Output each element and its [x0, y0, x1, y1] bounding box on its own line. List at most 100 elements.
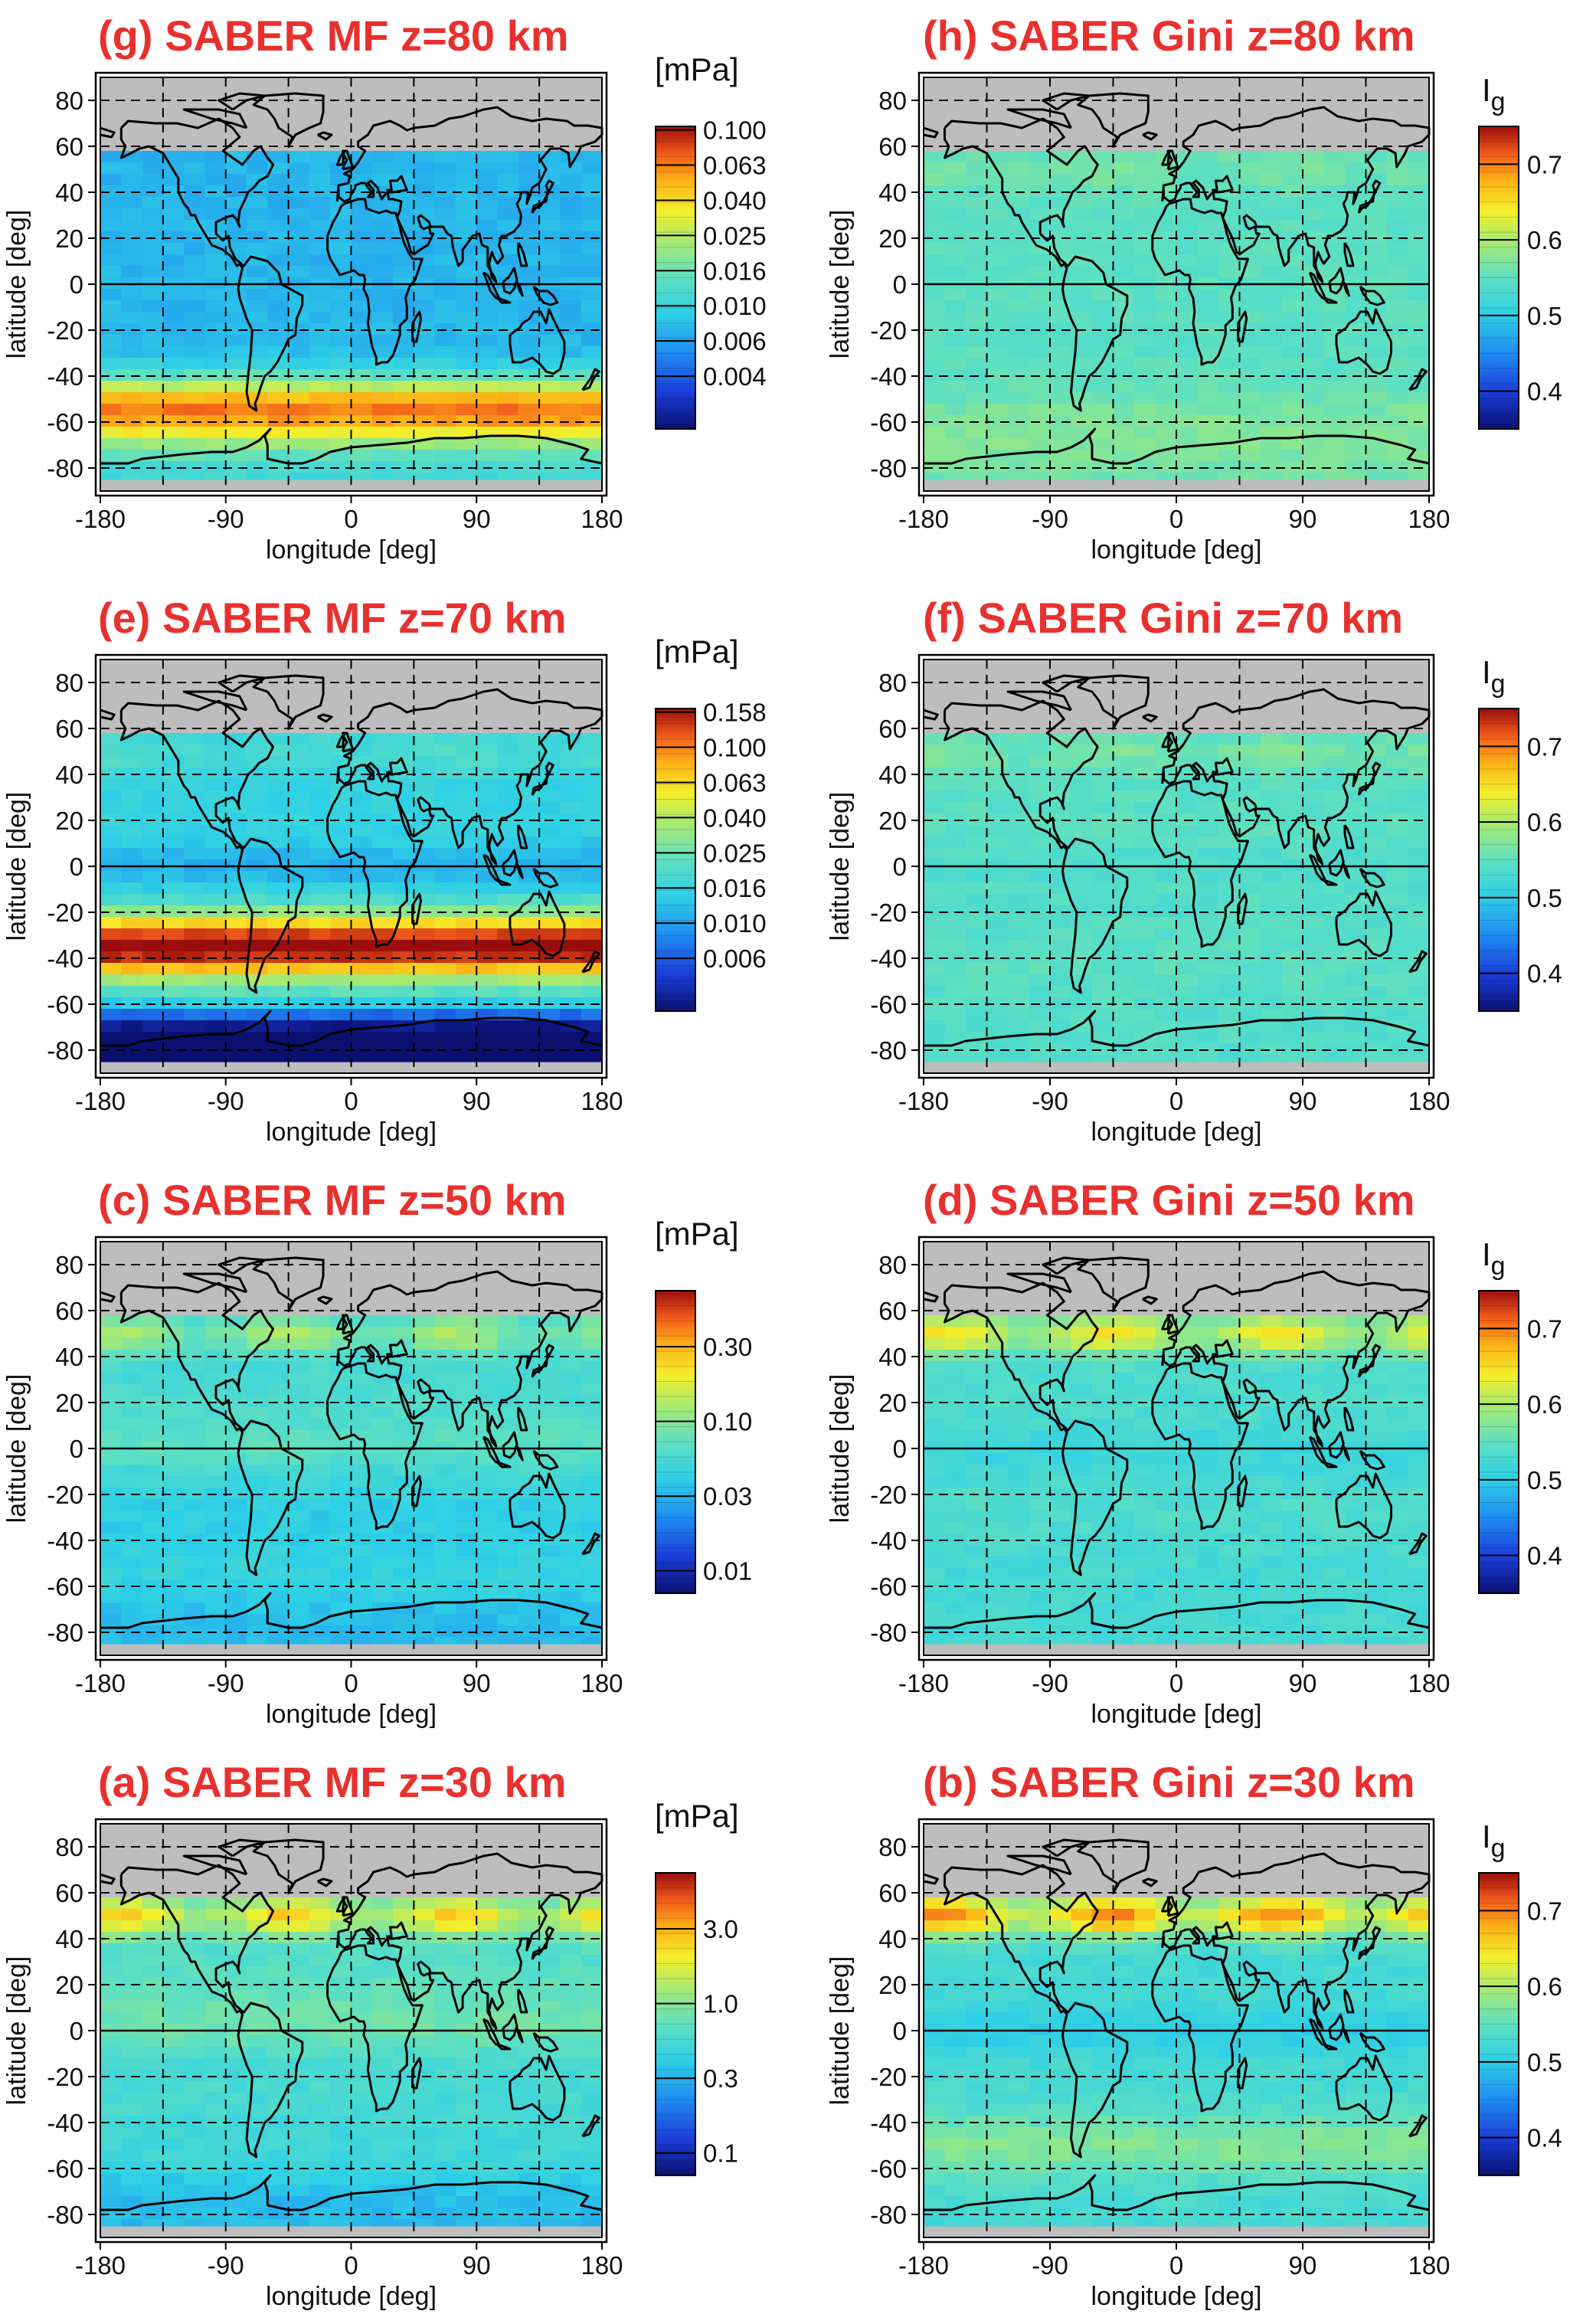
heatmap-cell	[1050, 358, 1072, 370]
heatmap-cell	[560, 254, 582, 267]
heatmap-cell	[1134, 162, 1156, 175]
heatmap-cell	[1092, 1556, 1114, 1569]
y-axis-label: latitude [deg]	[2, 1374, 31, 1524]
heatmap-cell	[1261, 1579, 1283, 1592]
heatmap-cell	[986, 381, 1009, 393]
heatmap-cell	[1176, 940, 1199, 952]
heatmap-cell	[560, 1315, 582, 1327]
colorbar-tick-label: 0.6	[1527, 1390, 1562, 1419]
heatmap-cell	[288, 951, 310, 964]
heatmap-cell	[1113, 963, 1135, 975]
heatmap-cell	[414, 836, 436, 849]
heatmap-cell	[1239, 1315, 1261, 1327]
heatmap-cell	[100, 836, 122, 849]
heatmap-cell	[371, 1407, 394, 1419]
heatmap-cell	[1387, 1625, 1409, 1638]
heatmap-cell	[1176, 825, 1199, 837]
heatmap-cell	[1323, 1032, 1346, 1044]
heatmap-cell	[924, 1568, 946, 1580]
heatmap-cell	[393, 1043, 414, 1056]
heatmap-cell	[1008, 1545, 1030, 1557]
heatmap-cell	[184, 1602, 206, 1615]
heatmap-cell	[330, 1055, 352, 1062]
heatmap-cell	[539, 1009, 561, 1021]
heatmap-cell	[330, 300, 352, 313]
heatmap-cell	[225, 894, 247, 906]
heatmap-cell	[100, 1568, 122, 1580]
heatmap-cell	[1197, 951, 1219, 964]
heatmap-cell	[1387, 1032, 1409, 1044]
heatmap-cell	[518, 963, 540, 975]
heatmap-cell	[1155, 917, 1177, 929]
heatmap-cell	[1176, 951, 1199, 964]
heatmap-cell	[1408, 404, 1430, 416]
heatmap-cell	[1134, 756, 1156, 768]
heatmap-cell	[518, 997, 540, 1010]
heatmap-cell	[1008, 243, 1030, 255]
heatmap-cell	[309, 1897, 331, 1910]
heatmap-cell	[1239, 963, 1261, 975]
heatmap-cell	[1134, 254, 1156, 267]
heatmap-cell	[393, 300, 414, 313]
heatmap-cell	[456, 300, 477, 313]
heatmap-cell	[288, 1602, 310, 1615]
heatmap-cell	[1092, 174, 1114, 186]
heatmap-cell	[966, 882, 988, 895]
heatmap-cell	[309, 1591, 331, 1603]
heatmap-cell	[434, 836, 456, 849]
heatmap-cell	[288, 1545, 310, 1557]
heatmap-cell	[966, 438, 988, 450]
heatmap-cell	[351, 381, 373, 393]
heatmap-cell	[309, 243, 331, 255]
heatmap-cell	[518, 415, 540, 427]
heatmap-cell	[414, 381, 436, 393]
heatmap-cell	[1176, 323, 1199, 336]
heatmap-cell	[330, 1384, 352, 1396]
heatmap-cell	[1303, 185, 1325, 198]
heatmap-cell	[1366, 997, 1388, 1010]
heatmap-cell	[393, 1465, 414, 1477]
heatmap-cell	[267, 1488, 289, 1500]
heatmap-cell	[121, 1579, 143, 1592]
heatmap-cell	[1218, 1327, 1241, 1339]
heatmap-cell	[1050, 208, 1072, 221]
heatmap-cell	[1323, 1602, 1346, 1615]
heatmap-cell	[1050, 1602, 1072, 1615]
heatmap-cell	[371, 928, 394, 941]
heatmap-cell	[1050, 1396, 1072, 1408]
heatmap-cell	[184, 438, 206, 450]
heatmap-cell	[1239, 369, 1261, 381]
heatmap-cell	[924, 358, 946, 370]
heatmap-cell	[1071, 1327, 1093, 1339]
heatmap-cell	[581, 473, 603, 480]
heatmap-cell	[121, 1055, 143, 1062]
heatmap-cell	[497, 1055, 519, 1062]
heatmap-cell	[1134, 461, 1156, 473]
heatmap-cell	[539, 825, 561, 837]
heatmap-cell	[1155, 1032, 1177, 1044]
heatmap-cell	[1281, 1556, 1303, 1569]
heatmap-cell	[1050, 1055, 1072, 1062]
heatmap-cell	[560, 1637, 582, 1645]
heatmap-cell	[434, 300, 456, 313]
heatmap-cell	[1008, 1055, 1030, 1062]
heatmap-cell	[456, 1407, 477, 1419]
heatmap-cell	[1155, 220, 1177, 232]
heatmap-cell	[1050, 473, 1072, 480]
heatmap-cell	[1134, 1602, 1156, 1615]
heatmap-cell	[1323, 802, 1346, 814]
heatmap-cell	[330, 243, 352, 255]
heatmap-cell	[393, 882, 414, 895]
heatmap-cell	[986, 300, 1009, 313]
heatmap-cell	[456, 1909, 477, 1921]
heatmap-cell	[121, 779, 143, 791]
heatmap-cell	[944, 1384, 966, 1396]
coastline	[119, 699, 275, 849]
coastline	[924, 1592, 1430, 1629]
heatmap-cell	[100, 1430, 122, 1442]
heatmap-cell	[225, 768, 247, 780]
heatmap-cell	[1050, 1579, 1072, 1592]
heatmap-cell	[1239, 974, 1261, 987]
heatmap-cell	[1239, 779, 1261, 791]
x-tick-label: -180	[75, 505, 126, 533]
